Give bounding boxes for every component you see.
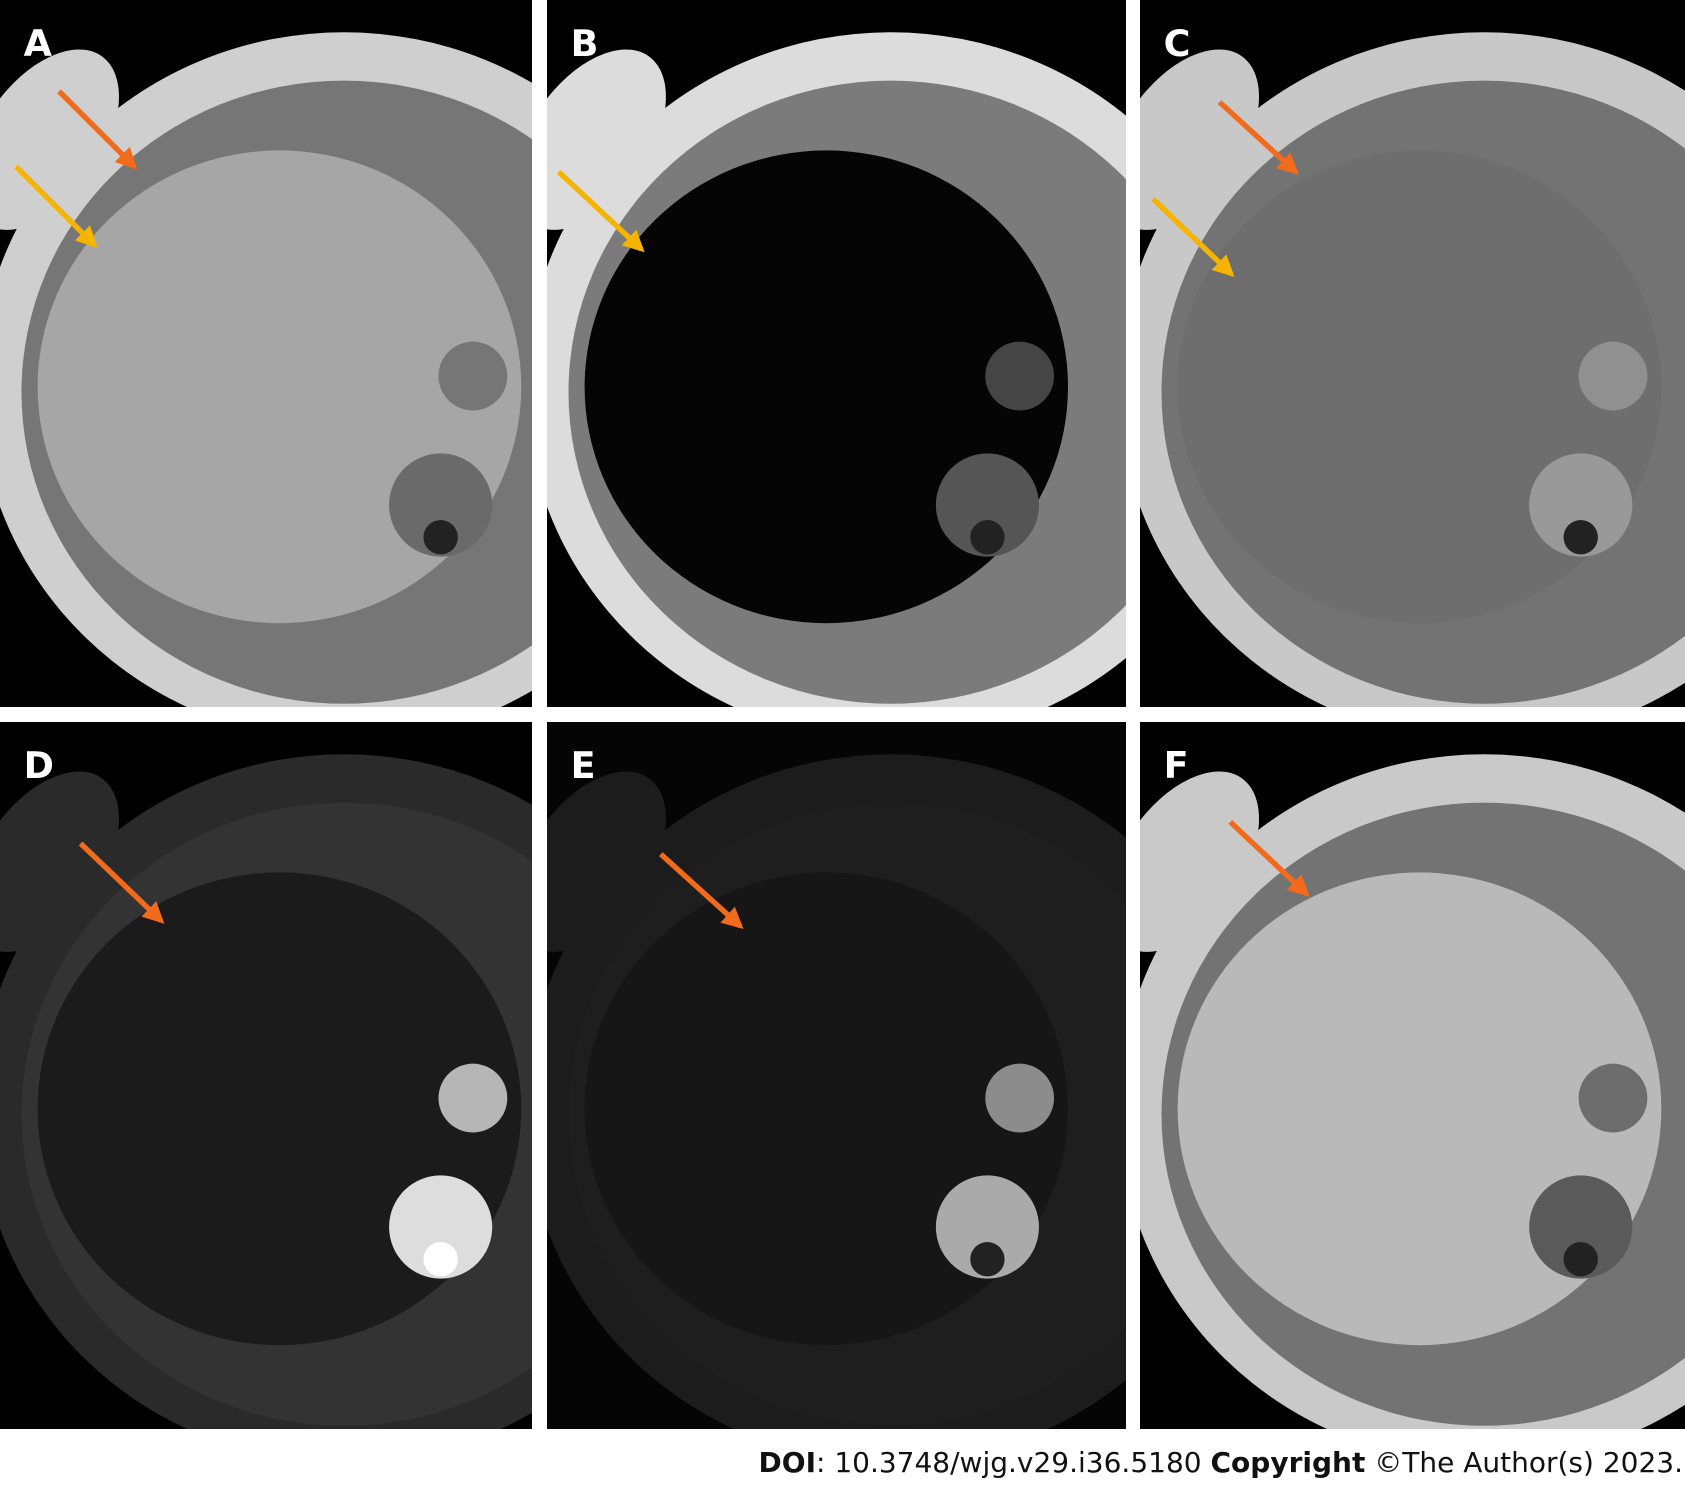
- arrow: [14, 164, 98, 249]
- panel-label: A: [24, 22, 53, 65]
- fat-pad: [547, 771, 666, 952]
- vertebra: [935, 453, 1039, 557]
- vertebra: [1529, 453, 1633, 557]
- image-panel: D: [0, 722, 532, 1429]
- aorta: [985, 341, 1055, 411]
- vertebra: [1529, 1175, 1633, 1279]
- aorta: [985, 1063, 1055, 1133]
- panel-label: B: [571, 22, 599, 65]
- panel-label: C: [1164, 22, 1191, 65]
- aorta: [1578, 341, 1648, 411]
- vertebra: [389, 453, 493, 557]
- doi: : 10.3748/wjg.v29.i36.5180: [816, 1446, 1202, 1479]
- image-panel: C: [1140, 0, 1685, 707]
- arrow: [659, 852, 744, 930]
- vertebra: [389, 1175, 493, 1279]
- arrow: [1228, 819, 1310, 897]
- spinal-canal: [970, 1242, 1005, 1277]
- arrow: [78, 841, 165, 924]
- fat-pad: [1140, 771, 1260, 952]
- arrow: [57, 89, 138, 170]
- arrow: [1217, 100, 1300, 175]
- aorta: [1578, 1063, 1648, 1133]
- spinal-canal: [1563, 1242, 1598, 1277]
- vertebra: [935, 1175, 1039, 1279]
- panel-label: F: [1164, 744, 1189, 787]
- panel-label: D: [24, 744, 54, 787]
- image-panel: B: [547, 0, 1126, 707]
- spinal-canal: [970, 520, 1005, 555]
- fat-pad: [0, 771, 119, 952]
- arrow: [556, 169, 645, 253]
- copyright-label: Copyright: [1210, 1446, 1366, 1479]
- fat-pad: [1140, 49, 1260, 230]
- aorta: [438, 341, 508, 411]
- spinal-canal: [423, 1242, 458, 1277]
- fat-pad: [0, 49, 119, 230]
- fat-pad: [547, 49, 666, 230]
- image-panel: A: [0, 0, 532, 707]
- arrow: [1151, 196, 1235, 277]
- footer: DOI: 10.3748/wjg.v29.i36.5180 Copyright …: [759, 1446, 1683, 1479]
- spinal-canal: [423, 520, 458, 555]
- doi-label: DOI: [758, 1446, 816, 1479]
- copyright: ©The Author(s) 2023.: [1374, 1446, 1683, 1479]
- image-panel: F: [1140, 722, 1685, 1429]
- spinal-canal: [1563, 520, 1598, 555]
- image-panel: E: [547, 722, 1126, 1429]
- aorta: [438, 1063, 508, 1133]
- panel-label: E: [571, 744, 596, 787]
